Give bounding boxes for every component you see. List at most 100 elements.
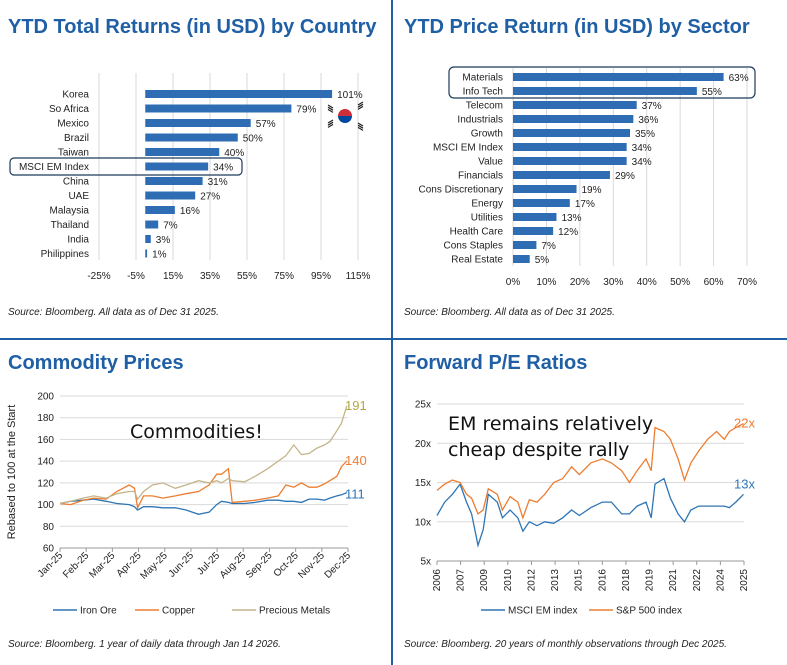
bar	[513, 143, 627, 151]
bar	[513, 115, 634, 123]
x-tick-label: 30%	[603, 277, 623, 288]
y-tick-label: 120	[37, 478, 54, 489]
category-label: Value	[478, 157, 503, 168]
pe-source-note: Source: Bloomberg. 20 years of monthly o…	[404, 639, 727, 650]
category-label: Info Tech	[463, 87, 503, 98]
data-label: 50%	[243, 134, 263, 145]
data-label: 79%	[296, 105, 316, 116]
bar	[145, 206, 175, 214]
data-label: 13%	[561, 213, 581, 224]
horizontal-divider	[0, 338, 787, 340]
legend-label: Copper	[162, 606, 195, 617]
x-tick-label: 2024	[715, 569, 726, 592]
category-label: Cons Staples	[444, 241, 503, 252]
category-label: Materials	[462, 73, 503, 84]
korea-flag-icon	[327, 119, 334, 124]
x-tick-label: 10%	[536, 277, 556, 288]
x-tick-label: 0%	[506, 277, 521, 288]
bar	[513, 255, 530, 263]
x-tick-label: Dec-25	[323, 550, 354, 581]
korea-flag-icon	[357, 103, 364, 108]
bar	[145, 90, 333, 98]
data-label: 5%	[535, 255, 550, 266]
bar	[513, 241, 537, 249]
category-label: Telecom	[466, 101, 503, 112]
category-label: Health Care	[450, 227, 504, 238]
data-label: 1%	[152, 250, 167, 261]
category-label: Industrials	[457, 115, 503, 126]
x-tick-label: 2016	[597, 569, 608, 592]
x-tick-label: 55%	[237, 271, 257, 282]
bar	[513, 157, 627, 165]
country-source-note: Source: Bloomberg. All data as of Dec 31…	[8, 307, 219, 318]
category-label: So Africa	[49, 104, 89, 115]
korea-flag-icon	[357, 122, 364, 127]
data-label: 55%	[702, 87, 722, 98]
category-label: Brazil	[64, 133, 89, 144]
data-label: 19%	[582, 185, 602, 196]
data-label: 16%	[180, 206, 200, 217]
x-tick-label: 2022	[692, 569, 703, 592]
category-label: India	[67, 235, 89, 246]
y-tick-label: 60	[43, 544, 55, 555]
x-tick-label: 2019	[645, 569, 656, 592]
y-tick-label: 100	[37, 500, 54, 511]
data-label: 35%	[635, 129, 655, 140]
x-tick-label: 2009	[479, 569, 490, 592]
y-axis-title: Rebased to 100 at the Start	[6, 405, 18, 540]
bar	[513, 185, 577, 193]
y-tick-label: 15x	[415, 478, 431, 489]
category-label: Philippines	[41, 249, 89, 260]
x-tick-label: 20%	[570, 277, 590, 288]
data-label: 40%	[224, 148, 244, 159]
y-tick-label: 5x	[420, 557, 431, 568]
legend-label: Iron Ore	[80, 606, 117, 617]
data-label: 27%	[200, 192, 220, 203]
korea-flag-icon	[327, 108, 334, 113]
category-label: Malaysia	[50, 206, 90, 217]
category-label: Financials	[458, 171, 503, 182]
bar	[145, 119, 251, 127]
korea-flag-icon	[327, 121, 334, 126]
category-label: Real Estate	[451, 255, 503, 266]
category-label: Thailand	[51, 220, 89, 231]
korea-flag-icon	[327, 104, 334, 109]
bar	[513, 227, 554, 235]
data-label: 37%	[642, 101, 662, 112]
category-label: Cons Discretionary	[419, 185, 503, 196]
y-tick-label: 80	[43, 522, 55, 533]
data-label: 17%	[575, 199, 595, 210]
bar	[145, 249, 148, 258]
legend-label: Precious Metals	[259, 606, 330, 617]
commodity-prices-title: Commodity Prices	[8, 352, 184, 374]
data-label: 12%	[558, 227, 578, 238]
data-label: 34%	[632, 143, 652, 154]
category-label: China	[63, 177, 90, 188]
data-label: 7%	[163, 221, 178, 232]
bar	[513, 213, 557, 221]
data-label: 36%	[638, 115, 658, 126]
x-tick-label: 70%	[737, 277, 757, 288]
x-tick-label: 2013	[550, 569, 561, 592]
end-label: 22x	[734, 416, 755, 431]
end-label: 13x	[734, 476, 755, 491]
category-label: Taiwan	[58, 148, 89, 159]
x-tick-label: 2010	[503, 569, 514, 592]
bar	[145, 104, 292, 113]
bar	[513, 101, 637, 109]
bar	[513, 87, 697, 95]
annotation-line-1: EM remains relatively	[448, 413, 653, 435]
korea-flag-icon	[357, 126, 364, 131]
x-tick-label: 75%	[274, 271, 294, 282]
y-tick-label: 20x	[415, 439, 431, 450]
x-tick-label: 35%	[200, 271, 220, 282]
y-tick-label: 160	[37, 435, 54, 446]
korea-flag-icon	[338, 109, 352, 116]
bar	[513, 199, 570, 207]
annotation-line-2: cheap despite rally	[448, 439, 629, 461]
end-label: 191	[345, 398, 367, 413]
series-line	[436, 477, 744, 548]
x-tick-label: Nov-25	[296, 550, 327, 581]
x-tick-label: Feb-25	[61, 550, 91, 580]
korea-flag-icon	[338, 116, 352, 123]
